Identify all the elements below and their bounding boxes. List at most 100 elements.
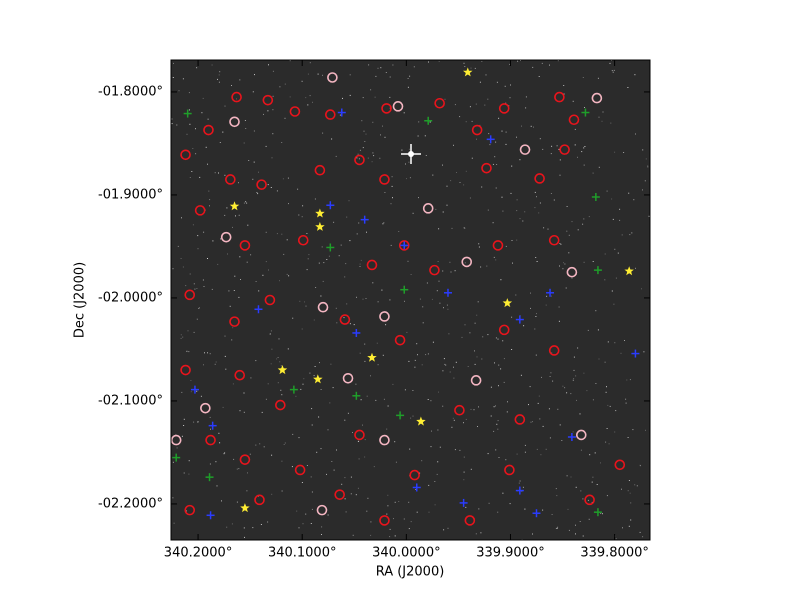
cross-marker [206,511,215,520]
noise-dot [613,303,615,305]
noise-dot [203,231,205,233]
noise-dot [535,316,537,317]
noise-dot [647,166,649,168]
source-circle [231,91,242,103]
noise-dot [482,336,484,338]
noise-dot [306,465,308,466]
noise-dot [255,444,257,446]
source-circle [591,92,603,104]
noise-dot [467,366,469,367]
noise-dot [495,141,497,143]
noise-dot [498,385,499,387]
noise-dot [306,233,308,234]
cross-marker [254,305,263,314]
noise-dot [312,101,313,103]
noise-dot [642,149,644,151]
noise-dot [498,364,500,366]
noise-dot [630,519,632,521]
source-circle [559,144,570,155]
noise-dot [192,148,194,149]
noise-dot [521,125,522,127]
noise-dot [625,402,627,404]
noise-dot [614,342,616,344]
noise-dot [565,287,567,289]
noise-dot [389,528,391,530]
noise-dot [217,78,218,80]
noise-dot [525,107,527,109]
noise-dot [613,69,615,71]
noise-dot [345,511,347,513]
noise-dot [624,340,625,341]
noise-dot [586,390,588,392]
noise-dot [350,476,352,478]
noise-dot [390,203,392,205]
noise-dot [451,227,453,229]
sky-image [171,60,650,540]
noise-dot [607,341,609,343]
noise-dot [199,176,201,178]
noise-dot [442,270,444,272]
noise-dot [207,163,208,165]
cross-marker [205,473,214,482]
noise-dot [428,61,429,63]
noise-dot [394,441,396,443]
noise-dot [446,304,448,306]
noise-dot [417,135,419,137]
noise-dot [502,492,504,494]
noise-dot [558,306,560,308]
noise-dot [404,300,405,302]
noise-dot [493,256,495,258]
noise-dot [210,428,211,430]
noise-dot [509,63,511,65]
source-circle [498,103,510,114]
noise-dot [384,136,386,138]
noise-dot [448,333,450,335]
noise-dot [549,437,551,439]
source-circle [379,174,390,185]
noise-dot [346,216,348,218]
noise-dot [608,443,610,445]
noise-dot [308,254,310,256]
noise-dot [267,110,269,112]
noise-dot [232,226,233,228]
noise-dot [229,305,231,307]
noise-dot [223,453,225,455]
noise-dot [307,104,309,106]
noise-dot [606,495,608,497]
noise-dot [360,399,362,401]
noise-dot [180,337,182,339]
noise-dot [227,253,228,255]
noise-dot [382,223,384,225]
noise-dot [541,376,542,378]
noise-dot [182,78,184,80]
noise-dot [356,157,358,159]
noise-dot [376,342,378,344]
noise-dot [301,482,303,483]
noise-dot [209,199,211,201]
noise-dot [323,262,325,264]
noise-dot [173,62,174,64]
noise-dot [301,216,303,218]
noise-dot [496,164,498,165]
noise-dot [243,202,245,204]
noise-dot [592,399,594,401]
noise-dot [587,329,589,331]
source-circle [492,240,504,251]
noise-dot [277,357,279,358]
noise-dot [626,379,628,381]
noise-dot [453,377,455,379]
noise-dot [328,255,330,257]
noise-dot [333,221,335,223]
noise-dot [562,385,564,387]
noise-dot [463,184,465,186]
noise-dot [284,442,286,444]
noise-dot [444,98,446,100]
noise-dot [326,259,328,260]
noise-dot [301,80,303,82]
noise-dot [327,429,329,431]
noise-dot [509,503,511,505]
markers [170,67,640,526]
noise-dot [559,243,561,244]
noise-dot [490,415,492,417]
noise-dot [320,448,322,450]
